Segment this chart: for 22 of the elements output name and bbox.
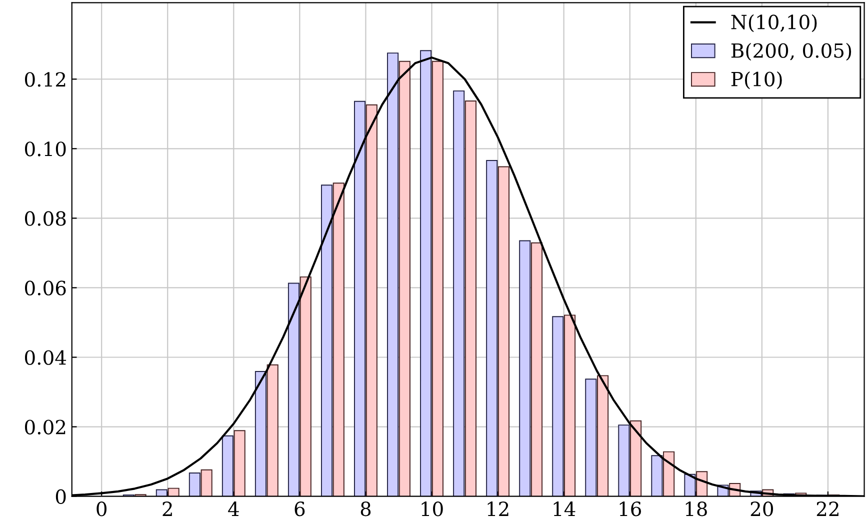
y-tick-label: 0.06 bbox=[25, 280, 66, 296]
legend-label: B(200, 0.05) bbox=[731, 42, 852, 61]
x-tick-label: 4 bbox=[228, 502, 239, 516]
x-tick-label: 18 bbox=[686, 502, 707, 516]
x-tick-label: 12 bbox=[488, 502, 508, 516]
x-tick-label: 6 bbox=[294, 502, 305, 516]
x-tick-label: 22 bbox=[816, 502, 838, 516]
x-tick-label: 14 bbox=[554, 502, 576, 516]
x-tick-label: 10 bbox=[422, 502, 443, 516]
y-tick-label: 0.10 bbox=[25, 142, 66, 156]
x-tick-label: 16 bbox=[620, 502, 641, 516]
y-tick-label: 0.02 bbox=[25, 420, 66, 434]
x-tick-label: 8 bbox=[360, 502, 371, 516]
y-tick-label: 0.04 bbox=[25, 350, 66, 365]
x-tick-label: 20 bbox=[750, 502, 773, 516]
y-tick-label: 0.12 bbox=[25, 72, 66, 87]
legend-label: P(10) bbox=[731, 71, 782, 90]
y-tick-label: 0 bbox=[56, 489, 66, 504]
y-tick-label: 0.08 bbox=[25, 211, 66, 226]
x-tick-label: 2 bbox=[162, 502, 172, 516]
x-tick-label: 0 bbox=[96, 502, 106, 516]
legend-label: N(10,10) bbox=[731, 14, 817, 32]
